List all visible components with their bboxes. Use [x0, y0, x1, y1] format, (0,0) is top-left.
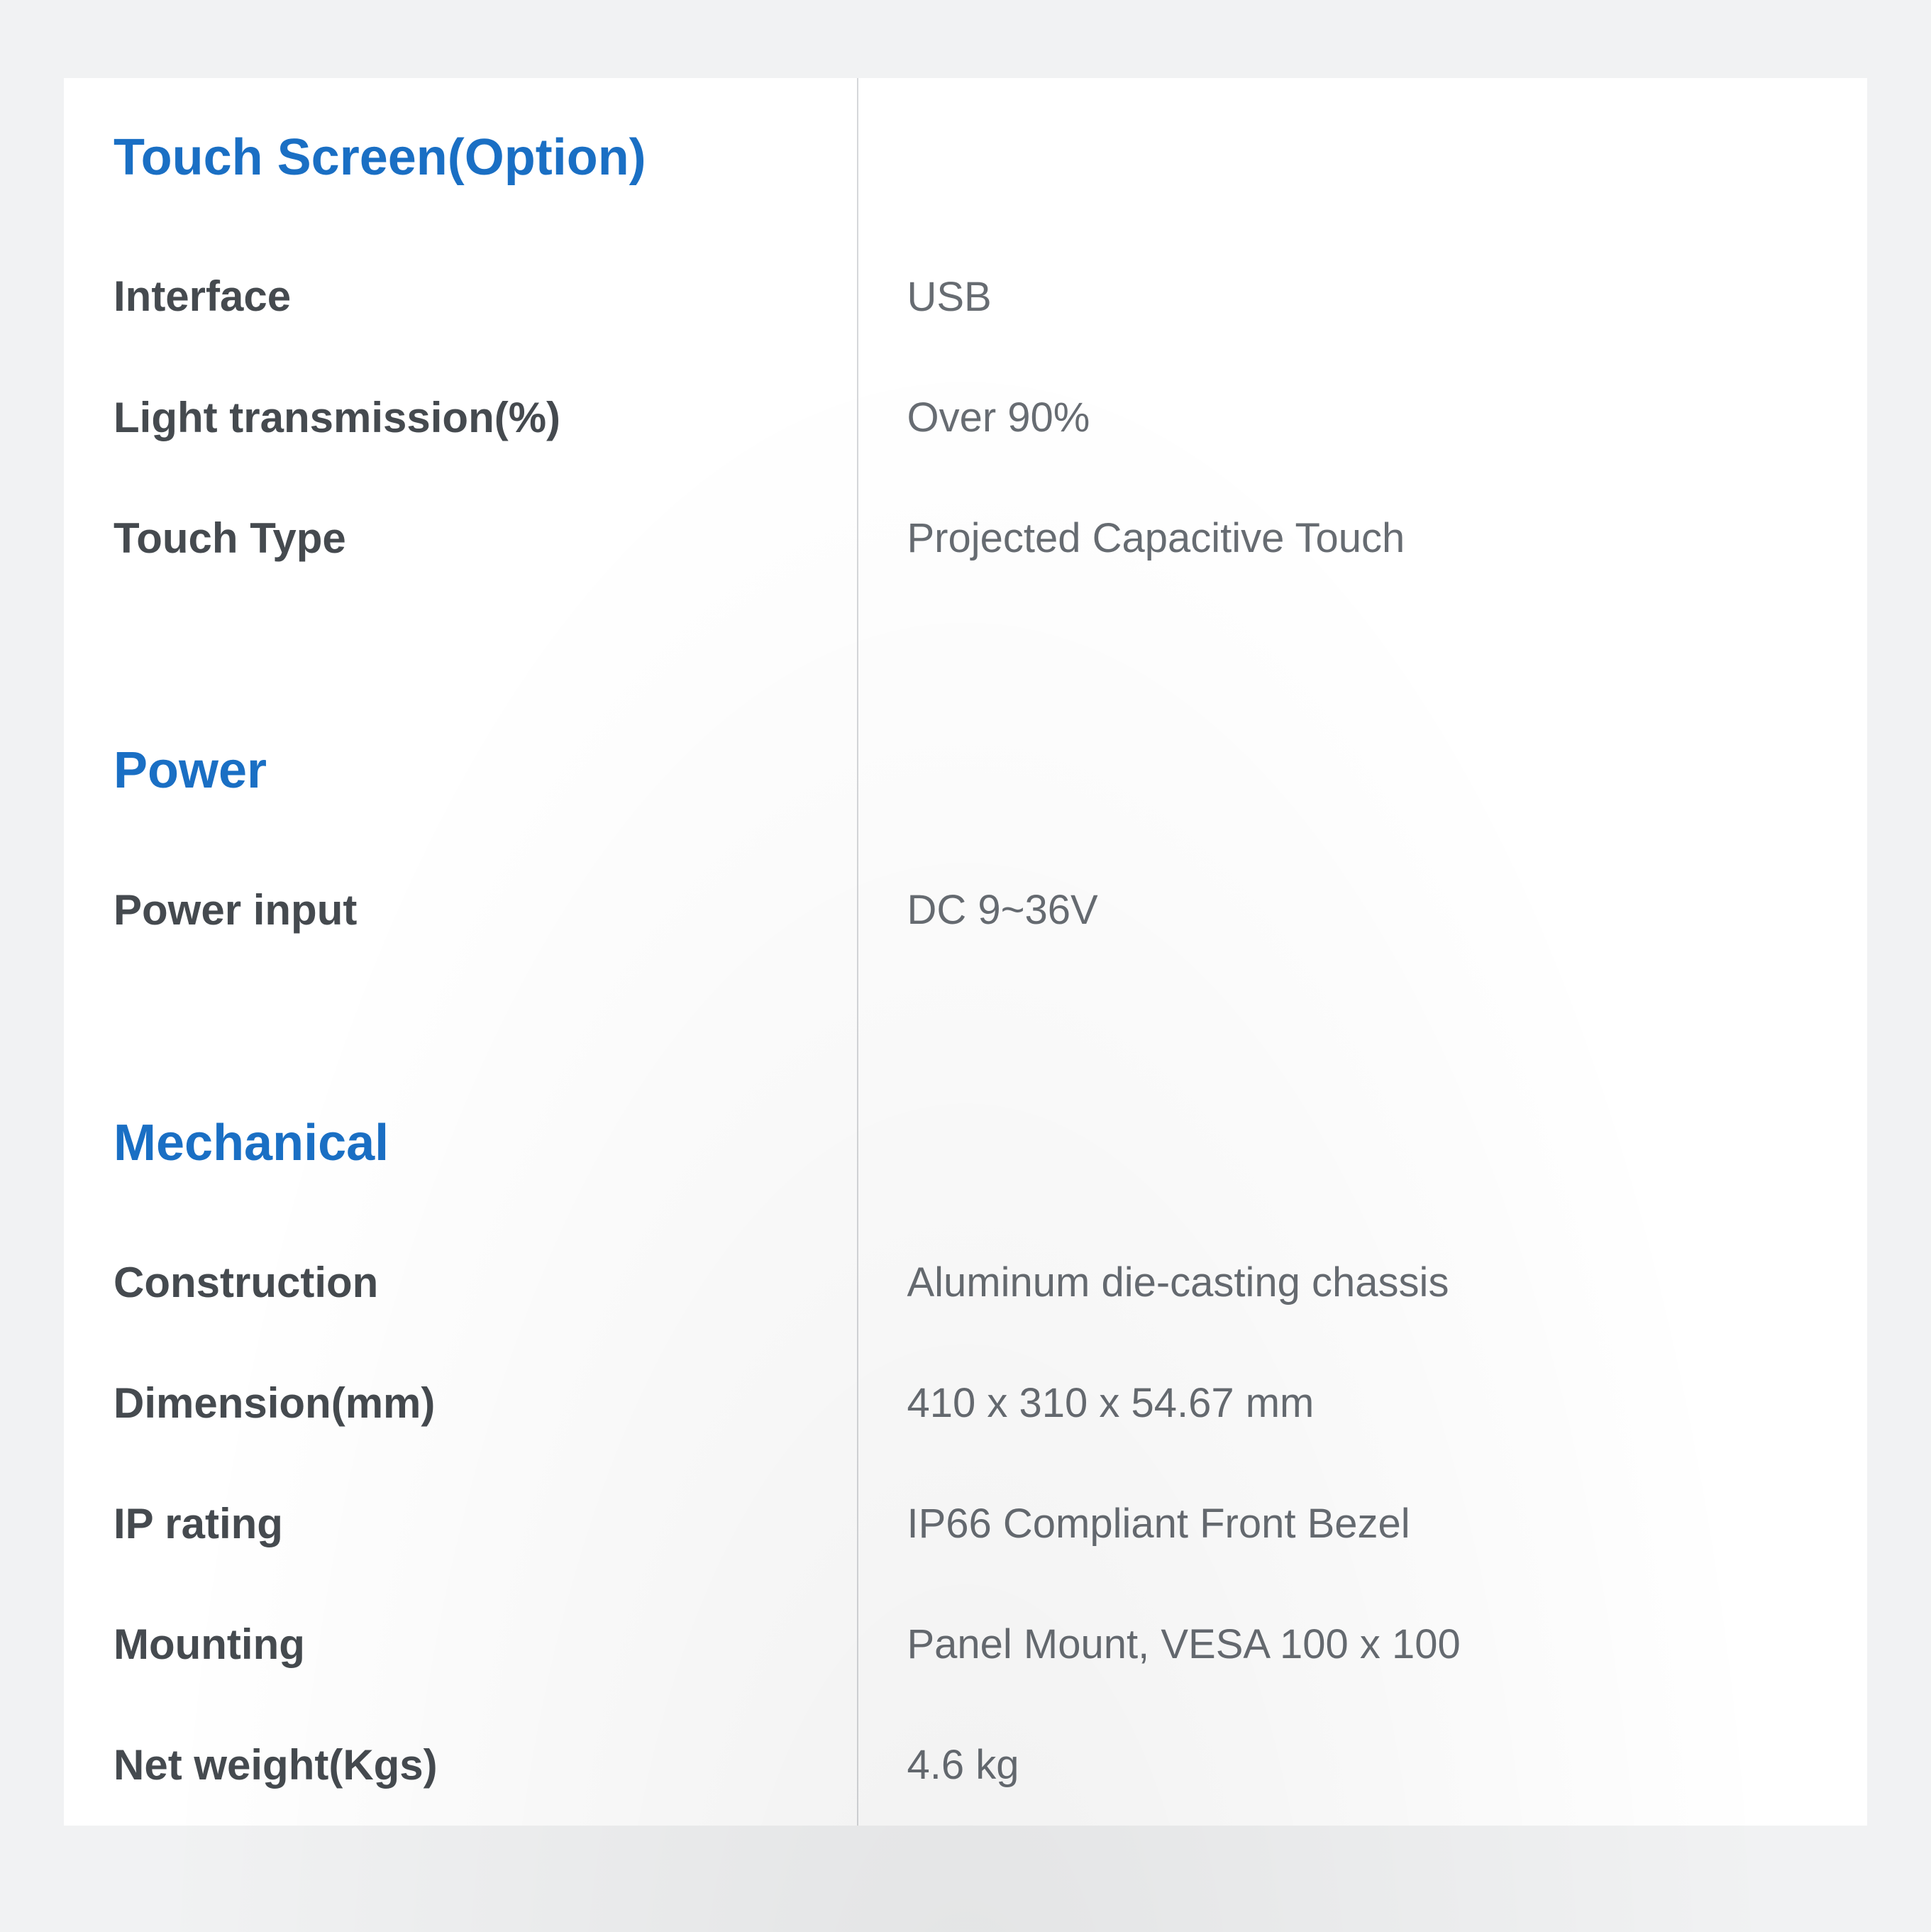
section-spacer	[64, 599, 857, 692]
spec-label: Construction	[64, 1222, 857, 1343]
section-header-blank	[857, 1064, 1867, 1222]
section-header-blank	[857, 692, 1867, 850]
spec-value: Projected Capacitive Touch	[857, 478, 1867, 599]
section-header: Power	[64, 692, 857, 850]
spec-value: Panel Mount, VESA 100 x 100	[857, 1584, 1867, 1705]
section-spacer	[64, 971, 857, 1064]
spec-value: 4.6 kg	[857, 1705, 1867, 1826]
section-header: Mechanical	[64, 1064, 857, 1222]
spec-label: Touch Type	[64, 478, 857, 599]
spec-value: DC 9~36V	[857, 850, 1867, 971]
spec-label: Light transmission(%)	[64, 358, 857, 478]
spec-value: 410 x 310 x 54.67 mm	[857, 1343, 1867, 1464]
spec-value: IP66 Compliant Front Bezel	[857, 1464, 1867, 1584]
spec-labels-column: Touch Screen(Option) Interface Light tra…	[64, 78, 857, 1826]
spec-label: Mounting	[64, 1584, 857, 1705]
section-spacer	[857, 971, 1867, 1064]
spec-label: Net weight(Kgs)	[64, 1705, 857, 1826]
section-spacer	[857, 599, 1867, 692]
spec-value: Aluminum die-casting chassis	[857, 1222, 1867, 1343]
spec-table: Touch Screen(Option) Interface Light tra…	[64, 78, 1867, 1826]
spec-label: Dimension(mm)	[64, 1343, 857, 1464]
spec-values-column: USB Over 90% Projected Capacitive Touch …	[857, 78, 1867, 1826]
page: Touch Screen(Option) Interface Light tra…	[0, 0, 1931, 1932]
spec-label: IP rating	[64, 1464, 857, 1584]
section-header: Touch Screen(Option)	[64, 78, 857, 236]
spec-value: USB	[857, 236, 1867, 357]
column-divider	[857, 78, 858, 1826]
spec-label: Power input	[64, 850, 857, 971]
spec-label: Interface	[64, 236, 857, 357]
section-header-blank	[857, 78, 1867, 236]
spec-value: Over 90%	[857, 358, 1867, 478]
